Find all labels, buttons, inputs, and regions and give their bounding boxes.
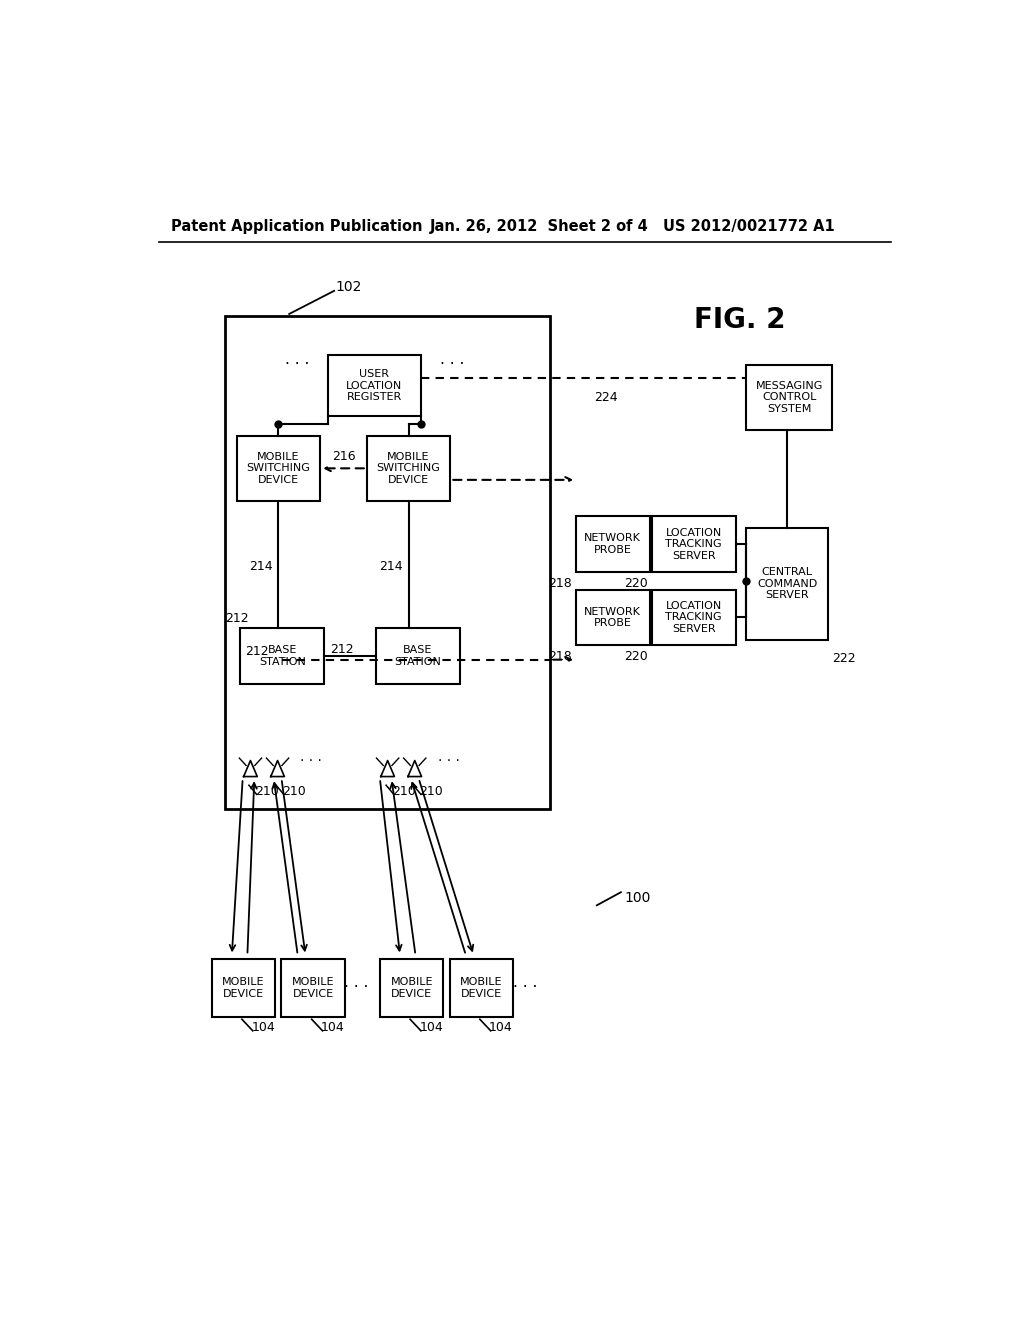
Bar: [450, 960, 513, 1016]
Text: Patent Application Publication: Patent Application Publication: [171, 219, 422, 234]
Text: 216: 216: [332, 450, 355, 463]
Text: NETWORK
PROBE: NETWORK PROBE: [585, 606, 641, 628]
Bar: [746, 364, 831, 430]
Bar: [237, 436, 321, 502]
Text: LOCATION
TRACKING
SERVER: LOCATION TRACKING SERVER: [666, 601, 722, 634]
Text: BASE
STATION: BASE STATION: [259, 645, 305, 667]
Text: USER
LOCATION
REGISTER: USER LOCATION REGISTER: [346, 370, 402, 403]
Text: · · ·: · · ·: [439, 358, 464, 372]
Text: · · ·: · · ·: [285, 358, 309, 372]
Text: 210: 210: [283, 785, 306, 797]
Bar: [212, 960, 275, 1016]
Text: 104: 104: [321, 1022, 345, 1035]
Bar: [575, 590, 649, 645]
Bar: [380, 960, 443, 1016]
Bar: [328, 355, 421, 416]
Text: 214: 214: [249, 560, 272, 573]
Text: 104: 104: [489, 1022, 513, 1035]
Bar: [746, 528, 827, 640]
Text: 218: 218: [548, 649, 572, 663]
Text: NETWORK
PROBE: NETWORK PROBE: [585, 533, 641, 554]
Bar: [367, 436, 451, 502]
Text: 222: 222: [831, 652, 855, 665]
Text: · · ·: · · ·: [344, 981, 368, 995]
Text: · · ·: · · ·: [513, 981, 537, 995]
Text: MOBILE
DEVICE: MOBILE DEVICE: [292, 977, 335, 999]
Bar: [652, 516, 735, 572]
Text: 100: 100: [624, 891, 650, 904]
Bar: [282, 960, 345, 1016]
Text: MOBILE
DEVICE: MOBILE DEVICE: [460, 977, 503, 999]
Text: 214: 214: [379, 560, 402, 573]
Text: · · ·: · · ·: [300, 754, 322, 768]
Text: 104: 104: [251, 1022, 275, 1035]
Text: CENTRAL
COMMAND
SERVER: CENTRAL COMMAND SERVER: [757, 568, 817, 601]
Bar: [241, 628, 324, 684]
Text: FIG. 2: FIG. 2: [693, 306, 785, 334]
Text: 212: 212: [331, 643, 354, 656]
Text: 210: 210: [392, 785, 416, 797]
Text: 102: 102: [336, 280, 362, 294]
Text: MOBILE
DEVICE: MOBILE DEVICE: [390, 977, 433, 999]
Text: 210: 210: [255, 785, 279, 797]
Text: 218: 218: [548, 577, 572, 590]
Bar: [376, 628, 460, 684]
Text: 104: 104: [420, 1022, 443, 1035]
Text: BASE
STATION: BASE STATION: [394, 645, 441, 667]
Text: US 2012/0021772 A1: US 2012/0021772 A1: [663, 219, 835, 234]
Text: MOBILE
SWITCHING
DEVICE: MOBILE SWITCHING DEVICE: [247, 451, 310, 484]
Bar: [225, 317, 550, 809]
Text: 224: 224: [595, 391, 618, 404]
Text: 210: 210: [420, 785, 443, 797]
Text: 212: 212: [225, 612, 249, 626]
Bar: [652, 590, 735, 645]
Text: · · ·: · · ·: [438, 754, 460, 768]
Text: 220: 220: [625, 577, 648, 590]
Text: LOCATION
TRACKING
SERVER: LOCATION TRACKING SERVER: [666, 528, 722, 561]
Text: Jan. 26, 2012  Sheet 2 of 4: Jan. 26, 2012 Sheet 2 of 4: [430, 219, 649, 234]
Text: MOBILE
SWITCHING
DEVICE: MOBILE SWITCHING DEVICE: [377, 451, 440, 484]
Text: MESSAGING
CONTROL
SYSTEM: MESSAGING CONTROL SYSTEM: [756, 381, 822, 414]
Bar: [575, 516, 649, 572]
Text: MOBILE
DEVICE: MOBILE DEVICE: [222, 977, 265, 999]
Text: 212: 212: [245, 645, 268, 659]
Text: 220: 220: [625, 649, 648, 663]
